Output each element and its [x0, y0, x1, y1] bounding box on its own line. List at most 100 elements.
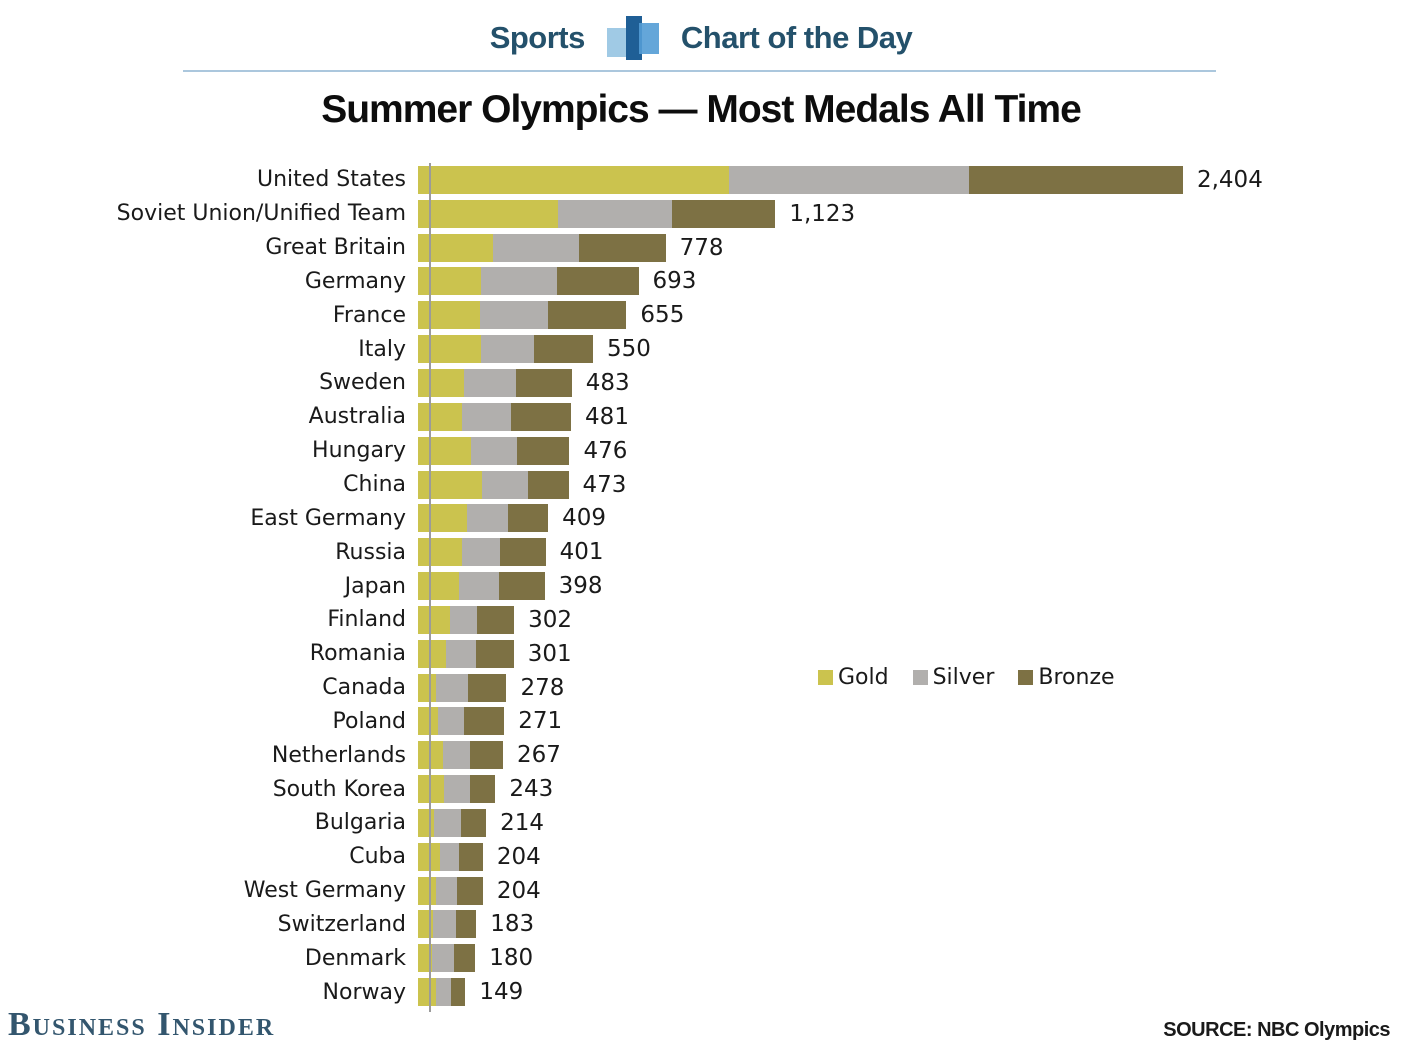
stacked-bar: 204 [418, 876, 541, 905]
country-label: Japan [344, 573, 406, 599]
total-value-label: 550 [607, 336, 651, 363]
stacked-bar: 267 [418, 741, 561, 770]
silver-segment [438, 707, 465, 736]
business-insider-logo: Business Insider [8, 1006, 276, 1043]
country-label: Finland [327, 607, 406, 633]
chart-row: Norway 149 [0, 975, 1402, 1009]
header: Sports Chart of the Day [0, 12, 1402, 64]
country-label: Sweden [319, 370, 406, 396]
silver-segment [466, 504, 508, 533]
chart-row: Bulgaria 214 [0, 806, 1402, 840]
total-value-label: 398 [558, 573, 603, 600]
bronze-segment [451, 978, 466, 1007]
bronze-segment [458, 842, 483, 871]
total-value-label: 180 [489, 945, 534, 972]
silver-segment [461, 538, 501, 567]
silver-segment [459, 572, 500, 601]
country-label: France [332, 302, 406, 328]
header-sports-label: Sports [489, 20, 586, 55]
silver-segment [471, 436, 517, 465]
bronze-segment [467, 673, 507, 702]
legend-label: Gold [838, 665, 889, 690]
gold-segment [418, 707, 439, 736]
total-value-label: 409 [562, 505, 607, 532]
bronze-segment [469, 775, 496, 804]
total-value-label: 481 [585, 403, 629, 430]
chart-row: Netherlands 267 [0, 738, 1402, 772]
gold-segment [418, 978, 436, 1007]
total-value-label: 778 [679, 234, 724, 261]
stacked-bar: 302 [418, 605, 572, 634]
chart-row: West Germany 204 [0, 874, 1402, 908]
country-label: South Korea [272, 776, 406, 802]
country-label: Bulgaria [314, 810, 406, 836]
silver-segment [481, 470, 529, 499]
total-value-label: 204 [496, 877, 541, 904]
bronze-segment [969, 165, 1183, 194]
header-divider [183, 70, 1216, 72]
chart-row: Russia 401 [0, 535, 1402, 569]
source-credit: SOURCE: NBC Olympics [1163, 1019, 1390, 1041]
total-value-label: 302 [528, 606, 572, 633]
gold-segment [418, 673, 437, 702]
legend-label: Silver [932, 665, 995, 690]
y-axis-line [429, 163, 431, 1012]
gold-segment [418, 572, 460, 601]
stacked-bar: 204 [418, 842, 541, 871]
chart-row: Hungary 476 [0, 434, 1402, 468]
stacked-bar: 271 [418, 707, 562, 736]
chart-legend: Gold Silver Bronze [818, 665, 1115, 690]
bronze-segment [516, 436, 570, 465]
stacked-bar: 398 [418, 572, 603, 601]
stacked-bar: 214 [418, 808, 544, 837]
country-label: Poland [332, 708, 406, 734]
stacked-bar: 778 [418, 233, 724, 262]
chart-row: Soviet Union/Unified Team 1,123 [0, 197, 1402, 231]
chart-rows: United States 2,404 Soviet Union/Unified T… [0, 163, 1402, 1009]
chart-row: Romania 301 [0, 637, 1402, 671]
stacked-bar: 301 [418, 639, 572, 668]
chart-row: China 473 [0, 468, 1402, 502]
gold-segment [418, 436, 472, 465]
gold-segment [418, 808, 435, 837]
chart-row: Denmark 180 [0, 941, 1402, 975]
silver-segment [481, 267, 557, 296]
silver-segment [481, 335, 534, 364]
chart-row: United States 2,404 [0, 163, 1402, 197]
bronze-segment [528, 470, 569, 499]
chart-row: Canada 278 [0, 671, 1402, 705]
silver-segment [493, 233, 580, 262]
bronze-segment [548, 301, 627, 330]
stacked-bar: 693 [418, 267, 696, 296]
country-label: Switzerland [277, 911, 406, 937]
gold-segment [418, 876, 436, 905]
country-label: Russia [335, 539, 406, 565]
gold-segment [418, 910, 433, 939]
silver-segment [728, 165, 970, 194]
gold-segment [418, 335, 481, 364]
bronze-segment [464, 707, 505, 736]
silver-swatch-icon [912, 670, 928, 685]
chart-row: Cuba 204 [0, 840, 1402, 874]
country-label: Norway [322, 979, 406, 1005]
silver-segment [436, 673, 468, 702]
total-value-label: 401 [559, 539, 604, 566]
chart-row: Poland 271 [0, 705, 1402, 739]
silver-segment [446, 639, 476, 668]
bronze-segment [671, 199, 776, 228]
chart-row: France 655 [0, 298, 1402, 332]
silver-segment [450, 605, 477, 634]
stacked-bar: 401 [418, 538, 604, 567]
gold-segment [418, 470, 482, 499]
bronze-segment [455, 910, 477, 939]
silver-segment [431, 944, 454, 973]
gold-segment [418, 944, 432, 973]
silver-segment [435, 978, 452, 1007]
silver-segment [435, 876, 458, 905]
legend-item-gold: Gold [818, 665, 889, 690]
bronze-segment [461, 808, 487, 837]
stacked-bar: 476 [418, 436, 627, 465]
gold-segment [418, 538, 462, 567]
gold-segment [418, 199, 559, 228]
